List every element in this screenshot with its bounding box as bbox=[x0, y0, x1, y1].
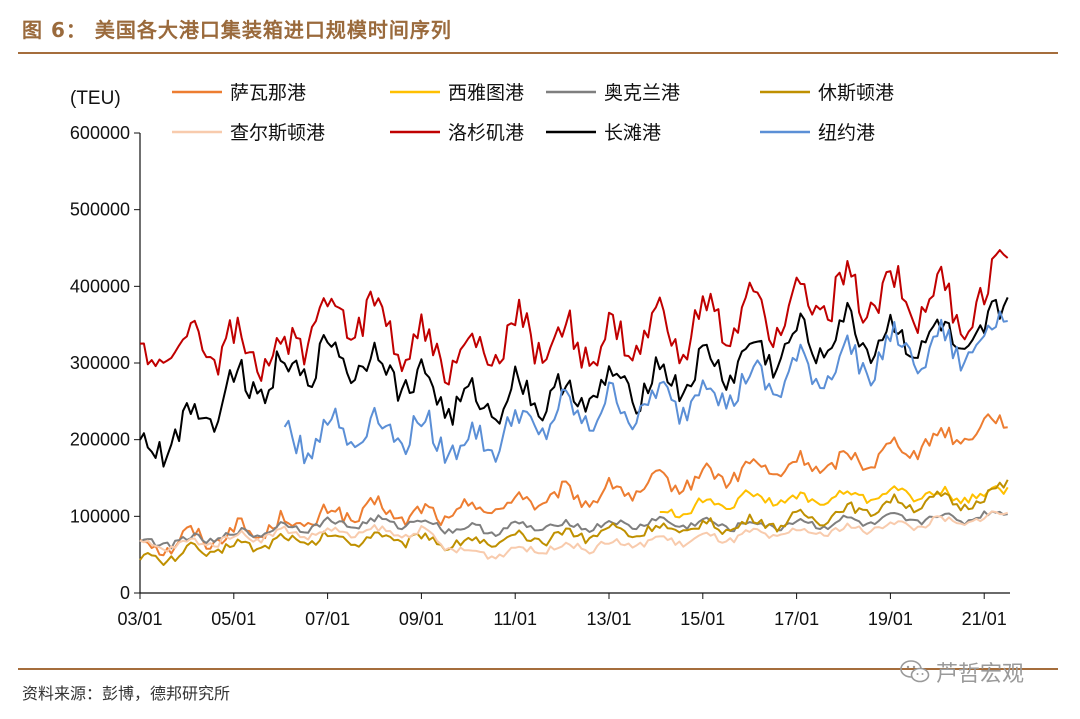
title-divider bbox=[18, 52, 1058, 54]
y-axis-unit: (TEU) bbox=[70, 88, 121, 109]
y-tick-label: 600000 bbox=[70, 123, 130, 143]
figure-title: 图 6： 美国各大港口集装箱进口规模时间序列 bbox=[22, 18, 452, 42]
series-line-1 bbox=[139, 413, 1008, 557]
series-line-8 bbox=[283, 310, 1008, 465]
legend-label: 萨瓦那港 bbox=[230, 82, 306, 104]
x-tick-label: 03/01 bbox=[117, 609, 162, 629]
y-tick-label: 100000 bbox=[70, 506, 130, 526]
footer-divider bbox=[18, 668, 1058, 670]
legend-label: 奥克兰港 bbox=[604, 82, 680, 104]
series-line-5 bbox=[139, 510, 1009, 560]
legend-label: 西雅图港 bbox=[448, 82, 524, 104]
watermark-text: 芦哲宏观 bbox=[936, 662, 1025, 687]
series-line-4 bbox=[139, 479, 1009, 566]
source-note: 资料来源：彭博，德邦研究所 bbox=[22, 684, 231, 703]
legend-label: 洛杉矶港 bbox=[448, 122, 524, 144]
series-line-7 bbox=[139, 296, 1009, 468]
series-line-6 bbox=[139, 249, 1009, 386]
x-tick-label: 07/01 bbox=[305, 609, 350, 629]
y-tick-label: 0 bbox=[120, 583, 130, 603]
legend-label: 查尔斯顿港 bbox=[230, 122, 325, 144]
x-tick-label: 17/01 bbox=[774, 609, 819, 629]
legend-label: 长滩港 bbox=[604, 122, 661, 144]
x-tick-label: 11/01 bbox=[493, 609, 537, 629]
x-tick-label: 15/01 bbox=[680, 609, 725, 629]
line-chart: (TEU) 0 100000 200000 300000 400000 500000 6000… bbox=[70, 82, 1010, 629]
watermark: 芦哲宏观 bbox=[900, 656, 1024, 688]
wechat-icon bbox=[900, 660, 930, 683]
y-tick-label: 200000 bbox=[70, 430, 130, 450]
y-tick-label: 300000 bbox=[70, 353, 130, 373]
x-tick-label: 05/01 bbox=[211, 609, 256, 629]
y-tick-label: 500000 bbox=[70, 200, 130, 220]
x-tick-label: 13/01 bbox=[586, 609, 631, 629]
legend-label: 休斯顿港 bbox=[818, 82, 894, 104]
legend-label: 纽约港 bbox=[818, 122, 875, 144]
x-tick-label: 09/01 bbox=[399, 609, 444, 629]
axes: (TEU) 0 100000 200000 300000 400000 500000 6000… bbox=[70, 88, 1010, 629]
x-tick-label: 19/01 bbox=[868, 609, 913, 629]
y-tick-label: 400000 bbox=[70, 276, 130, 296]
x-tick-label: 21/01 bbox=[962, 609, 1007, 629]
series-lines bbox=[139, 249, 1009, 566]
series-line-3 bbox=[139, 510, 1008, 550]
